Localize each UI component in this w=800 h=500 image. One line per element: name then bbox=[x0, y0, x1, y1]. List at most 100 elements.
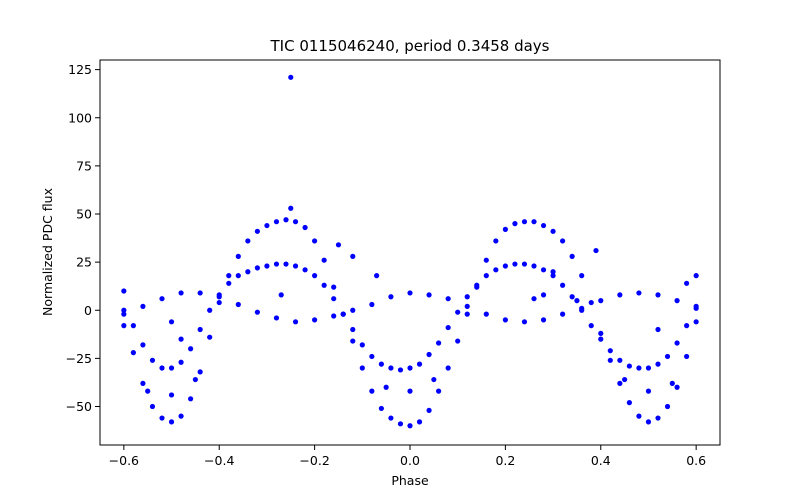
data-point bbox=[569, 253, 575, 259]
data-point bbox=[264, 222, 270, 229]
data-point bbox=[321, 282, 327, 288]
data-point bbox=[645, 365, 652, 371]
x-tick-label: −0.4 bbox=[204, 453, 234, 468]
data-point bbox=[192, 376, 198, 383]
data-point bbox=[550, 273, 556, 279]
data-point bbox=[369, 301, 375, 308]
data-point bbox=[235, 253, 241, 259]
data-point bbox=[397, 367, 404, 373]
data-point bbox=[464, 303, 470, 309]
data-point bbox=[512, 221, 518, 227]
data-point bbox=[283, 261, 289, 267]
data-point bbox=[207, 307, 213, 313]
data-point bbox=[431, 376, 437, 383]
data-point bbox=[598, 298, 604, 304]
data-point bbox=[483, 311, 489, 317]
data-point bbox=[560, 238, 566, 244]
data-point bbox=[273, 315, 280, 321]
data-point bbox=[684, 323, 690, 329]
data-point bbox=[302, 267, 308, 273]
data-point bbox=[350, 326, 356, 333]
data-point bbox=[645, 419, 652, 425]
data-point bbox=[350, 307, 356, 313]
y-axis-label: Normalized PDC flux bbox=[40, 188, 55, 316]
data-point bbox=[674, 340, 680, 346]
data-point bbox=[502, 226, 508, 232]
data-point bbox=[416, 361, 423, 367]
data-point bbox=[273, 219, 280, 225]
data-point bbox=[669, 380, 675, 386]
data-point bbox=[388, 365, 394, 371]
data-point bbox=[331, 284, 337, 290]
data-point bbox=[168, 419, 175, 425]
data-point bbox=[159, 365, 165, 371]
data-point bbox=[149, 357, 156, 363]
y-tick-label: −25 bbox=[66, 351, 92, 366]
data-point bbox=[140, 303, 146, 309]
data-point bbox=[168, 319, 175, 325]
data-point bbox=[455, 338, 461, 344]
data-point bbox=[216, 299, 222, 306]
data-point bbox=[369, 353, 375, 360]
data-point bbox=[302, 224, 308, 231]
y-tick-label: 100 bbox=[68, 110, 92, 125]
data-point bbox=[579, 305, 585, 311]
data-point bbox=[574, 298, 580, 304]
data-point bbox=[550, 269, 556, 275]
data-point bbox=[502, 263, 508, 269]
chart-title: TIC 0115046240, period 0.3458 days bbox=[269, 37, 549, 55]
data-point bbox=[321, 257, 327, 263]
y-axis: −50 −25 0 25 50 75 100 125 bbox=[66, 62, 100, 414]
data-point bbox=[121, 311, 127, 317]
data-point bbox=[407, 365, 413, 371]
data-point bbox=[655, 415, 661, 421]
data-point bbox=[283, 217, 289, 223]
data-point bbox=[598, 330, 604, 336]
data-point bbox=[130, 350, 136, 356]
data-point bbox=[130, 323, 136, 329]
data-point bbox=[579, 273, 585, 279]
data-point bbox=[593, 247, 599, 254]
y-tick-label: 50 bbox=[76, 207, 92, 222]
data-point bbox=[292, 319, 299, 325]
data-point bbox=[455, 309, 461, 315]
data-point bbox=[407, 290, 413, 296]
data-point bbox=[645, 388, 652, 394]
data-point bbox=[607, 357, 613, 363]
data-point bbox=[168, 392, 175, 398]
data-point bbox=[121, 288, 127, 294]
data-point bbox=[369, 388, 375, 394]
data-point bbox=[693, 305, 699, 311]
data-point bbox=[617, 292, 623, 298]
data-point bbox=[588, 299, 594, 306]
data-point bbox=[197, 326, 203, 333]
data-point bbox=[312, 317, 318, 323]
data-point bbox=[445, 296, 451, 302]
data-point bbox=[188, 346, 194, 352]
data-point bbox=[216, 294, 222, 300]
data-point bbox=[388, 294, 394, 300]
data-point bbox=[254, 265, 260, 271]
data-point bbox=[521, 261, 528, 267]
data-point bbox=[636, 413, 642, 419]
data-point bbox=[350, 253, 356, 259]
data-point bbox=[374, 273, 380, 279]
data-point bbox=[664, 403, 671, 410]
data-point bbox=[288, 74, 294, 80]
data-point bbox=[493, 238, 499, 244]
data-point bbox=[474, 282, 480, 288]
data-point bbox=[359, 342, 365, 348]
y-tick-label: 0 bbox=[84, 303, 92, 318]
data-point bbox=[636, 290, 642, 296]
data-point bbox=[121, 307, 127, 313]
data-point bbox=[197, 290, 203, 296]
data-point bbox=[626, 363, 632, 369]
data-point bbox=[426, 292, 432, 298]
data-point bbox=[426, 407, 432, 413]
data-point bbox=[531, 296, 537, 302]
scatter-points bbox=[121, 74, 699, 429]
data-point bbox=[636, 365, 642, 371]
x-tick-label: 0.0 bbox=[400, 453, 420, 468]
data-point bbox=[288, 205, 294, 211]
data-point bbox=[655, 326, 661, 333]
